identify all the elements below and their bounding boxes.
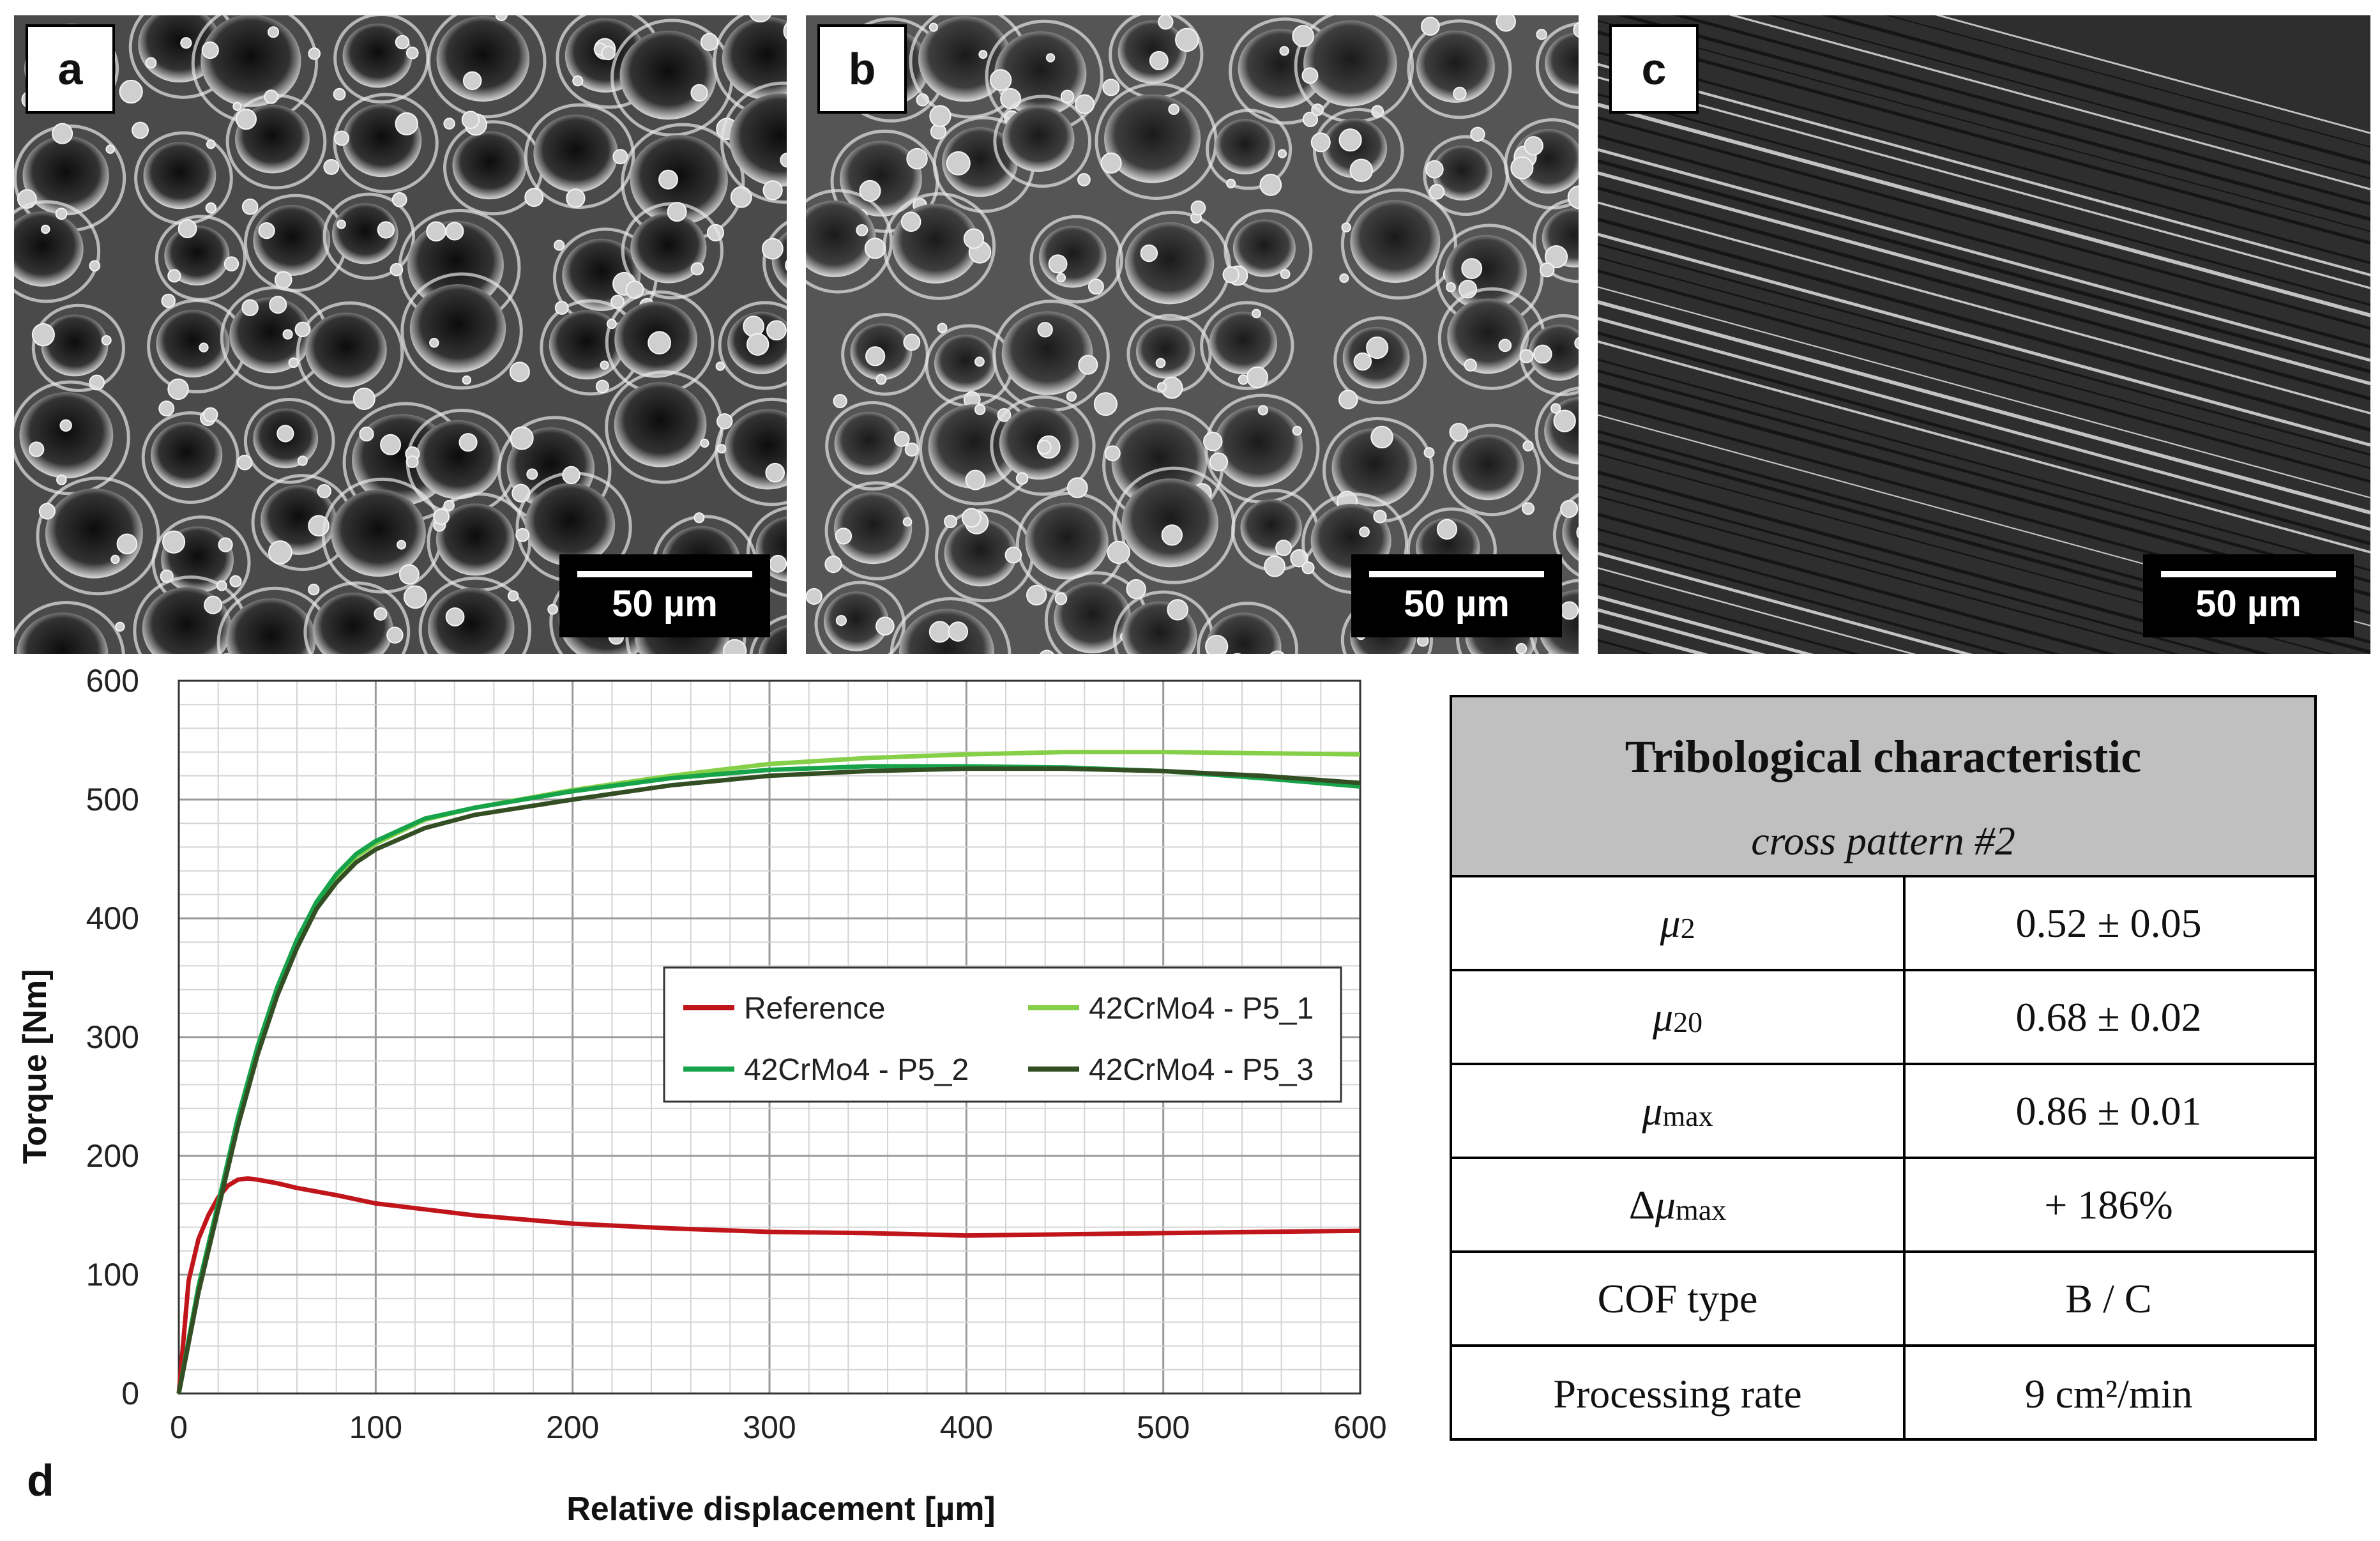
- sem-panel-c: c 50 µm: [1598, 15, 2370, 654]
- sem-panel-b: b 50 µm: [806, 15, 1579, 654]
- table-row: Δ μ max + 186%: [1452, 1159, 2314, 1253]
- legend-entry: 42CrMo4 - P5_1: [1089, 992, 1314, 1026]
- x-tick-label: 500: [1137, 1409, 1190, 1445]
- panel-label-b: b: [817, 24, 907, 114]
- value-cell: 0.86 ± 0.01: [2015, 1088, 2202, 1134]
- torque-chart: 0 100 200 300 400 500 600 0100200300400500600 …: [17, 663, 1387, 1528]
- x-tick-labels: 0 100 200 300 400 500 600: [170, 1409, 1387, 1445]
- chart-axes: [178, 679, 1361, 1395]
- table-title: Tribological characteristic: [1625, 731, 2142, 782]
- scale-bar-a: 50 µm: [559, 554, 770, 637]
- x-tick-label: 200: [546, 1409, 599, 1445]
- sem-panel-a: a 50 µm: [14, 15, 787, 654]
- series-line-1: [176, 1176, 1361, 1394]
- sem-image-c: [1598, 15, 2370, 654]
- x-tick-label: 0: [170, 1409, 188, 1445]
- parameter-cell: μ 20: [1452, 971, 1906, 1063]
- legend-box: [663, 966, 1342, 1103]
- table-row: Processing rate 9 cm²/min: [1452, 1347, 2314, 1441]
- value-cell: 0.68 ± 0.02: [2015, 994, 2202, 1040]
- value-cell: 9 cm²/min: [2024, 1370, 2193, 1416]
- y-tick-label: 100: [86, 1257, 139, 1293]
- y-tick-label: 400: [86, 900, 139, 936]
- y-axis-label: Torque [Nm]: [17, 969, 54, 1164]
- sem-image-a: [14, 15, 787, 654]
- x-tick-label: 400: [940, 1409, 993, 1445]
- tribology-table: Tribological characteristic cross patter…: [1450, 695, 2317, 1441]
- scale-label-a: 50 µm: [612, 583, 718, 625]
- y-tick-label: 300: [86, 1019, 139, 1055]
- parameter-cell: Processing rate: [1452, 1347, 1906, 1441]
- sem-image-b: [806, 15, 1579, 654]
- table-row: COF type B / C: [1452, 1253, 2314, 1347]
- x-tick-label: 600: [1333, 1409, 1386, 1445]
- x-tick-label: 100: [349, 1409, 402, 1445]
- series-line-4: [176, 766, 1361, 1394]
- scale-bar-b: 50 µm: [1351, 554, 1562, 637]
- value-cell: + 186%: [2044, 1181, 2173, 1227]
- value-cell: 0.52 ± 0.05: [2015, 900, 2202, 946]
- legend-entry: 42CrMo4 - P5_2: [744, 1053, 969, 1087]
- x-axis-label: Relative displacement [µm]: [566, 1491, 996, 1528]
- legend-entry: Reference: [744, 992, 885, 1026]
- parameter-cell: μ max: [1452, 1065, 1906, 1157]
- value-cell: B / C: [2065, 1275, 2152, 1321]
- scale-label-c: 50 µm: [2195, 583, 2301, 625]
- scale-label-b: 50 µm: [1404, 583, 1510, 625]
- table-header: Tribological characteristic cross patter…: [1452, 697, 2314, 877]
- chart-series: [176, 750, 1361, 1394]
- chart-legend: Reference 42CrMo4 - P5_1 42CrMo4 - P5_2 42C…: [663, 966, 1342, 1103]
- table-row: μ 2 0.52 ± 0.05: [1452, 877, 2314, 971]
- panel-label-d: d: [27, 1455, 54, 1505]
- scale-bar-c: 50 µm: [2143, 554, 2354, 637]
- panel-label-c: c: [1609, 24, 1699, 114]
- table-row: μ max 0.86 ± 0.01: [1452, 1065, 2314, 1159]
- x-tick-label: 300: [743, 1409, 796, 1445]
- y-tick-labels: 0 100 200 300 400 500 600: [86, 663, 139, 1411]
- parameter-cell: Δ μ max: [1452, 1159, 1906, 1250]
- y-tick-label: 500: [86, 782, 139, 817]
- table-subtitle: cross pattern #2: [1751, 818, 2015, 863]
- legend-entry: 42CrMo4 - P5_3: [1089, 1053, 1314, 1087]
- y-tick-label: 200: [86, 1138, 139, 1174]
- y-tick-label: 0: [121, 1376, 139, 1411]
- y-tick-label: 600: [86, 663, 139, 699]
- parameter-cell: COF type: [1452, 1253, 1906, 1344]
- table-row: μ 20 0.68 ± 0.02: [1452, 971, 2314, 1065]
- panel-label-a: a: [26, 24, 115, 114]
